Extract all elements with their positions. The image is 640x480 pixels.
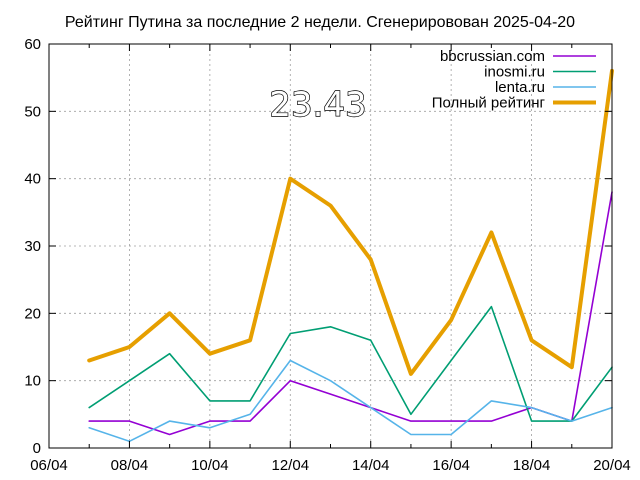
series-lines <box>87 68 614 443</box>
x-tick-label: 20/04 <box>593 457 631 474</box>
series-line-0 <box>88 191 613 436</box>
y-tick-label: 30 <box>24 238 41 255</box>
overall-rating-annotation: 23.43 <box>269 85 366 125</box>
axis-ticks: 0 10 20 30 40 50 60 06/04 08/04 10/04 12/04 14/04 16… <box>24 36 630 474</box>
x-tick-label: 14/04 <box>352 457 390 474</box>
x-tick-label: 08/04 <box>111 457 149 474</box>
y-tick-label: 10 <box>24 373 41 390</box>
legend-label: inosmi.ru <box>484 64 545 81</box>
x-tick-label: 16/04 <box>432 457 470 474</box>
series-line-2 <box>88 359 613 443</box>
y-tick-label: 50 <box>24 103 41 120</box>
x-tick-label: 06/04 <box>30 457 68 474</box>
x-tick-label: 10/04 <box>191 457 229 474</box>
x-tick-label: 12/04 <box>272 457 310 474</box>
legend-label: lenta.ru <box>495 79 545 96</box>
legend-label: Полный рейтинг <box>432 95 546 112</box>
series-line-1 <box>88 305 613 422</box>
legend-label: bbcrussian.com <box>440 48 545 65</box>
y-tick-label: 40 <box>24 171 41 188</box>
chart-title: Рейтинг Путина за последние 2 недели. Сг… <box>65 14 575 31</box>
y-tick-label: 0 <box>33 440 41 457</box>
y-tick-label: 60 <box>24 36 41 53</box>
y-tick-label: 20 <box>24 305 41 322</box>
x-tick-label: 18/04 <box>513 457 551 474</box>
series-line-3 <box>87 68 614 376</box>
